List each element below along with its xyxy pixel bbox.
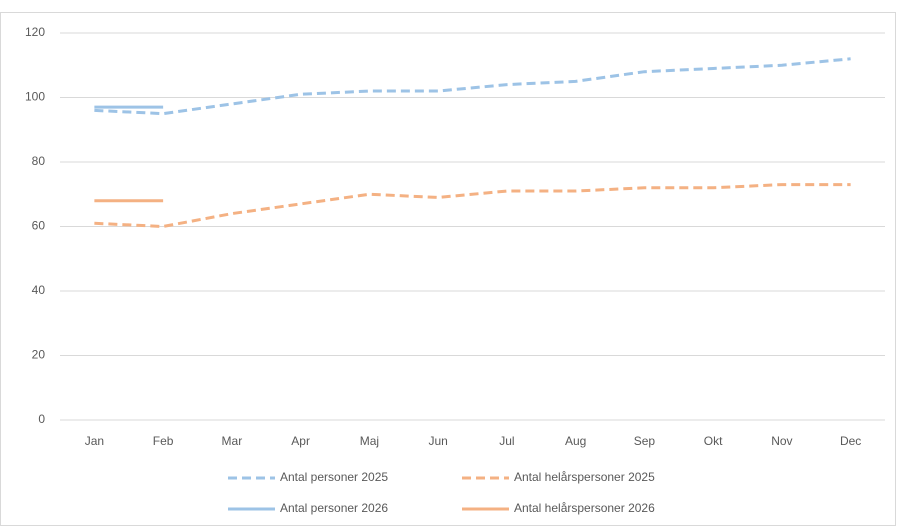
x-tick-label: Jun xyxy=(428,434,447,448)
y-tick-label: 120 xyxy=(25,25,45,39)
x-tick-label: Jan xyxy=(85,434,104,448)
series-line xyxy=(94,183,851,229)
legend-label: Antal personer 2025 xyxy=(280,470,388,484)
x-tick-label: Okt xyxy=(704,434,723,448)
y-tick-label: 40 xyxy=(32,283,46,297)
x-tick-label: Feb xyxy=(153,434,174,448)
y-tick-label: 60 xyxy=(32,219,46,233)
x-tick-label: Maj xyxy=(360,434,379,448)
x-tick-label: Jul xyxy=(499,434,514,448)
legend-label: Antal personer 2026 xyxy=(280,501,388,515)
y-tick-label: 20 xyxy=(32,348,46,362)
x-tick-label: Dec xyxy=(840,434,861,448)
y-tick-label: 80 xyxy=(32,154,46,168)
x-tick-label: Mar xyxy=(222,434,243,448)
y-tick-label: 100 xyxy=(25,90,45,104)
x-tick-label: Aug xyxy=(565,434,586,448)
series-line xyxy=(94,57,851,116)
legend-label: Antal helårspersoner 2026 xyxy=(514,501,655,515)
x-tick-label: Nov xyxy=(771,434,792,448)
y-tick-label: 0 xyxy=(38,412,45,426)
x-tick-label: Sep xyxy=(634,434,656,448)
legend-label: Antal helårspersoner 2025 xyxy=(514,470,655,484)
x-tick-label: Apr xyxy=(291,434,310,448)
